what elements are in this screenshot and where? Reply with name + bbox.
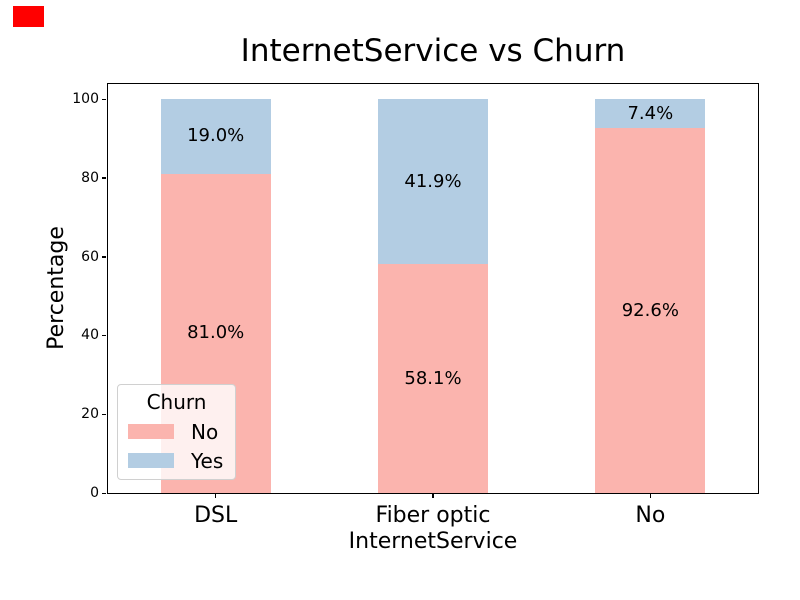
y-tick-60 [102,256,106,258]
bar-value-label-dsl-no: 81.0% [187,322,245,344]
legend-label-yes: Yes [191,448,224,473]
x-tick-label-no: No [635,503,666,528]
x-tick-no [649,494,652,498]
bar-value-label-dsl-yes: 19.0% [187,125,245,147]
legend-label-no: No [191,419,219,444]
y-tick-label-0: 0 [90,485,99,501]
y-tick-label-20: 20 [81,406,99,423]
legend-title: Churn [146,390,207,414]
chart-title: InternetService vs Churn [240,33,626,69]
x-tick-dsl [214,494,217,498]
red-marker [13,6,44,27]
bar-segment-no-no [595,128,706,493]
y-tick-label-80: 80 [81,169,99,186]
y-tick-label-100: 100 [72,91,99,107]
legend-swatch-yes [128,453,174,468]
y-axis-label: Percentage [44,226,69,350]
bar-segment-fiber-optic-yes [378,99,488,265]
legend-swatch-no [128,424,174,439]
legend-entry-yes: Yes [118,446,235,475]
x-tick-label-fiber-optic: Fiber optic [375,503,491,528]
plot-area: 81.0% 19.0% 58.1% 41.9% 92.6% 7.4% DSL Fiber o… [72,83,759,528]
bar-value-label-no-no: 92.6% [621,299,679,321]
y-tick-80 [102,177,106,179]
legend-entry-no: No [118,417,235,446]
legend-entries: No Yes [118,417,235,475]
bar-segment-dsl-yes [160,99,271,174]
bar-segment-fiber-optic-no [378,264,488,493]
y-tick-0 [102,492,106,494]
legend: Churn No Yes [117,384,236,480]
y-tick-40 [102,334,106,337]
bar-segment-no-yes [595,99,706,129]
bar-value-label-fiber-optic-no: 58.1% [404,367,462,389]
y-tick-label-60: 60 [81,248,99,265]
y-tick-100 [102,98,106,100]
x-axis-label: InternetService [348,529,518,554]
bar-value-label-no-yes: 7.4% [627,102,674,124]
x-tick-fiber-optic [432,494,434,498]
bar-value-label-fiber-optic-yes: 41.9% [404,170,462,192]
x-tick-label-dsl: DSL [194,503,238,528]
y-tick-label-40: 40 [81,327,99,344]
y-tick-20 [102,413,106,416]
